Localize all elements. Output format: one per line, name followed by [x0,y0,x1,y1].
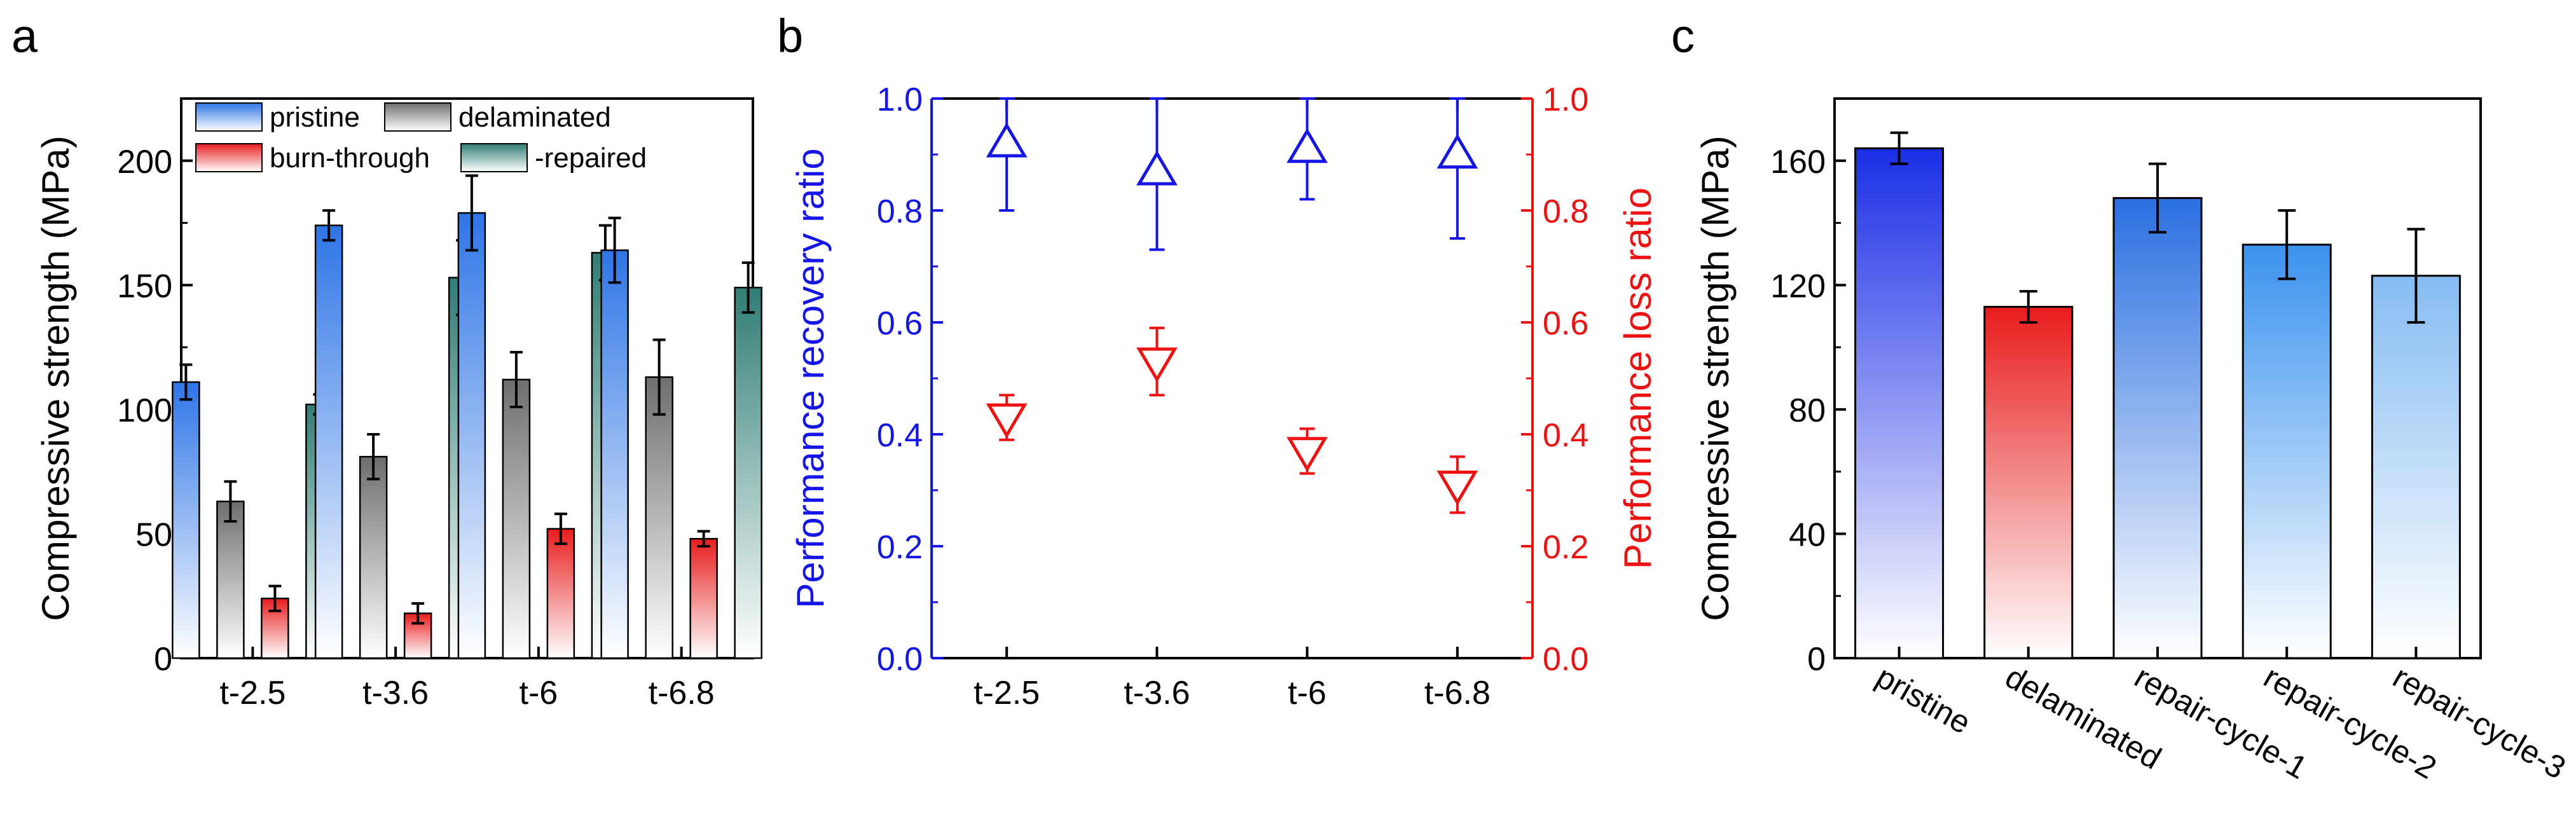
panel-b-left-y-tick-label: 0.8 [877,193,923,230]
panel-b-right-y-tick-label: 0.6 [1543,305,1588,342]
panel-a-x-tick-label: t-3.6 [362,675,429,712]
panel-b-right-y-tick-label: 0.0 [1543,641,1588,678]
panel-b-x-tick-label: t-6.8 [1424,675,1491,712]
panel-a-bar-pristine-t-6 [457,212,486,659]
panel-a-error-bar-pristine-t-3-6 [322,209,336,242]
panel-a-legend-label-pristine: pristine [270,102,360,133]
panel-a-legend-swatch-delaminated [384,102,451,132]
panel-a-x-tick-label: t-6.8 [649,675,715,712]
panel-a-legend-label-burn-through: burn-through [270,142,430,174]
panel-a-bar-chart: 0 50 100 150 200 t-2.5 t-3.6 t-6 t-6.8 pristine… [34,97,762,712]
panel-a-legend-label-delaminated: delaminated [458,102,611,133]
panel-a-bar-pristine-t-2-5 [172,381,200,659]
panel-c-y-tick-label: 120 [1770,268,1826,305]
panel-a-error-bar-pristine-t-6 [465,174,478,252]
panel-b-marker-right-t-6 [1286,437,1328,472]
panel-a-bar-burn-through-t-6 [546,528,575,659]
panel-a-y-tick-label: 100 [117,392,172,429]
panel-b-marker-right-t-3-6 [1136,347,1178,383]
panel-c-error-bar-delaminated [2019,290,2037,324]
panel-b-right-y-tick-label: 0.8 [1543,193,1588,230]
panel-b-marker-left-t-3-6 [1136,150,1178,186]
panel-a-error-bar-pristine-t-2-5 [179,363,193,401]
panel-b-left-y-tick-label: 0.6 [877,305,923,342]
panel-a-x-tick-label: t-6 [520,675,558,712]
panel-c-bar-pristine [1854,147,1945,659]
panel-b-marker-right-t-2-5 [986,403,1028,439]
panel-a-error-bar-delaminated-t-6-8 [652,338,666,416]
panel-a-legend-swatch-burn-through [195,143,263,172]
panel-a-y-tick-label: 150 [117,268,172,305]
panel-b-left-y-tick-label: 0.4 [877,417,923,454]
panel-b-marker-right-t-6-8 [1436,471,1478,506]
panel-b-left-y-tick-label: 0.0 [877,641,923,678]
panel-a-y-tick-label: 0 [154,641,172,678]
panel-a-bar-repaired-t-6-8 [734,286,762,659]
panel-label-a: a [11,10,38,62]
panel-b-scatter-chart: 0.0 0.2 0.4 0.6 0.8 1.0 0.0 0.2 0.4 0.6 0.8 1.0 t-2… [789,81,1659,712]
panel-b-x-tick-label: t-6 [1288,675,1326,712]
panel-c-bar-repair-cycle-2 [2242,244,2332,659]
panel-a-error-bar-delaminated-t-2-5 [224,480,237,523]
panel-c-error-bar-repair-cycle-1 [2149,162,2166,234]
panel-a-bar-delaminated-t-6-8 [645,376,673,659]
panel-a-bar-pristine-t-6-8 [600,249,629,659]
panel-b-left-y-tick-label: 0.2 [877,529,923,566]
panel-a-legend-swatch-repaired [460,143,528,172]
panel-c-x-tick-label: pristine [1870,659,1977,741]
panel-a-error-bar-pristine-t-6-8 [608,216,621,284]
panel-c-error-bar-pristine [1890,131,1908,165]
panel-c-y-tick-label: 160 [1770,144,1826,181]
panel-a-error-bar-burn-through-t-6-8 [697,530,710,547]
panel-c-bar-repair-cycle-3 [2371,275,2461,659]
panel-a-bar-pristine-t-3-6 [314,224,343,659]
panel-a-bar-delaminated-t-6 [502,378,531,659]
panel-a-error-bar-burn-through-t-6 [554,513,567,546]
panel-a-bar-burn-through-t-6-8 [689,538,718,659]
panel-b-x-tick-label: t-2.5 [974,675,1040,712]
panel-c-y-tick-label: 80 [1789,392,1826,429]
panel-a-y-axis-label: Compressive strength (MPa) [34,135,77,621]
panel-a-error-bar-delaminated-t-3-6 [367,433,380,481]
panel-b-x-tick-label: t-3.6 [1124,675,1190,712]
panel-c-y-axis-label: Compressive strength (MPa) [1694,135,1737,621]
panel-a-y-tick-label: 50 [135,516,172,553]
panel-b-marker-left-t-2-5 [986,122,1028,158]
panel-c-y-tick-label: 40 [1789,516,1826,553]
panel-a-legend-swatch-pristine [195,102,263,132]
panel-a-error-bar-delaminated-t-6 [509,350,523,408]
panel-b-left-y-tick-label: 1.0 [877,81,923,118]
panel-a-bar-delaminated-t-3-6 [359,455,388,659]
panel-b-right-y-tick-label: 1.0 [1543,81,1588,118]
panel-b-marker-left-t-6 [1286,128,1328,163]
panel-c-error-bar-repair-cycle-3 [2407,228,2425,324]
panel-label-b: b [777,10,803,62]
panel-b-right-y-axis-label: Performance loss ratio [1616,188,1659,569]
panel-a-x-tick-label: t-2.5 [219,675,286,712]
panel-b-marker-left-t-6-8 [1436,134,1478,169]
panel-c-error-bar-repair-cycle-2 [2278,209,2296,280]
panel-c-y-tick-label: 0 [1807,641,1826,678]
panel-b-right-y-tick-label: 0.2 [1543,529,1588,566]
panel-c-bar-delaminated [1983,306,2074,659]
panel-c-bar-repair-cycle-1 [2112,196,2203,659]
panel-a-legend-label-repaired: -repaired [535,142,647,174]
panel-a-bar-delaminated-t-2-5 [216,500,245,659]
panel-a-error-bar-burn-through-t-2-5 [268,584,282,612]
panel-a-error-bar-burn-through-t-3-6 [411,602,425,625]
panel-label-c: c [1671,10,1695,62]
panel-a-error-bar-repaired-t-6-8 [741,261,755,314]
panel-a-y-tick-label: 200 [117,144,172,181]
panel-b-left-y-axis-label: Performance recovery ratio [789,148,832,609]
panel-b-right-y-tick-label: 0.4 [1543,417,1588,454]
